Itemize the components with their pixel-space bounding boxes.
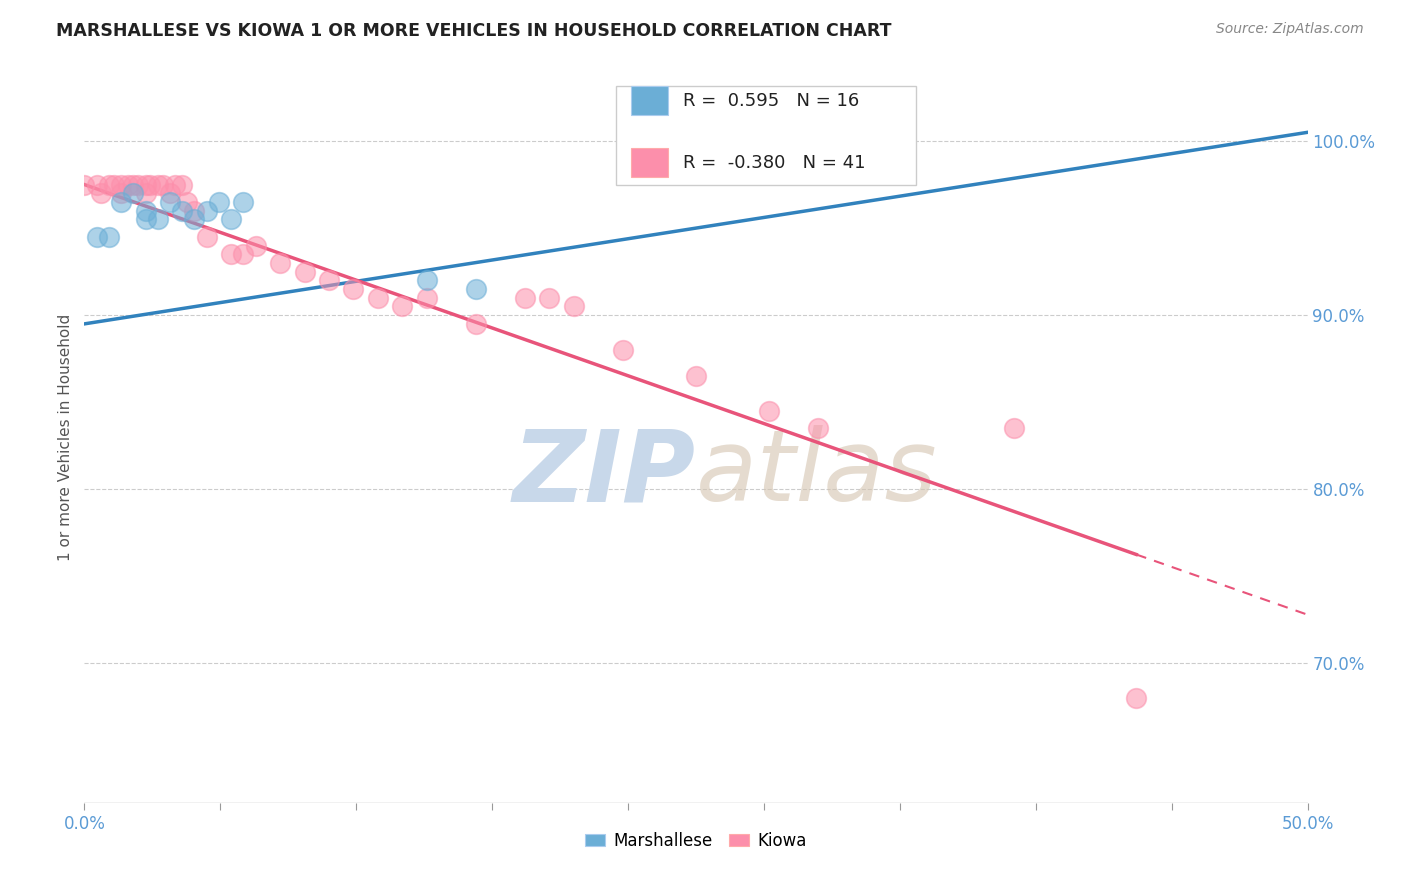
Text: Source: ZipAtlas.com: Source: ZipAtlas.com	[1216, 22, 1364, 37]
Point	[163, 178, 186, 192]
Text: R =  0.595   N = 16: R = 0.595 N = 16	[682, 92, 859, 110]
Point	[90, 186, 112, 201]
Point	[245, 238, 267, 252]
Point	[219, 247, 242, 261]
Point	[152, 178, 174, 192]
Point	[195, 229, 218, 244]
Point	[146, 212, 169, 227]
Point	[183, 203, 205, 218]
Point	[367, 291, 389, 305]
Point	[110, 178, 132, 192]
Point	[758, 404, 780, 418]
Point	[122, 186, 145, 201]
Point	[562, 300, 585, 314]
Point	[146, 178, 169, 192]
Point	[97, 178, 120, 192]
Point	[269, 256, 291, 270]
Point	[135, 203, 157, 218]
Point	[232, 247, 254, 261]
Point	[135, 212, 157, 227]
Point	[807, 421, 830, 435]
Point	[172, 203, 194, 218]
Point	[416, 291, 439, 305]
Point	[318, 273, 340, 287]
Point	[195, 203, 218, 218]
Point	[110, 186, 132, 201]
Point	[513, 291, 536, 305]
Text: ZIP: ZIP	[513, 425, 696, 522]
Point	[219, 212, 242, 227]
FancyBboxPatch shape	[631, 86, 668, 115]
Point	[176, 194, 198, 209]
Point	[172, 178, 194, 192]
FancyBboxPatch shape	[631, 148, 668, 178]
Point	[232, 194, 254, 209]
Point	[86, 178, 108, 192]
Point	[86, 229, 108, 244]
Point	[612, 343, 634, 357]
Point	[294, 265, 316, 279]
Point	[73, 178, 96, 192]
Text: MARSHALLESE VS KIOWA 1 OR MORE VEHICLES IN HOUSEHOLD CORRELATION CHART: MARSHALLESE VS KIOWA 1 OR MORE VEHICLES …	[56, 22, 891, 40]
Point	[464, 282, 486, 296]
Point	[208, 194, 231, 209]
Point	[159, 186, 181, 201]
Point	[1125, 691, 1147, 706]
Point	[127, 178, 149, 192]
Point	[183, 212, 205, 227]
Point	[135, 186, 157, 201]
Point	[416, 273, 439, 287]
Point	[464, 317, 486, 331]
Point	[1002, 421, 1025, 435]
Text: atlas: atlas	[696, 425, 938, 522]
Point	[159, 194, 181, 209]
Point	[117, 178, 139, 192]
Legend: Marshallese, Kiowa: Marshallese, Kiowa	[578, 825, 814, 856]
Point	[122, 178, 145, 192]
Text: R =  -0.380   N = 41: R = -0.380 N = 41	[682, 153, 865, 172]
Point	[110, 194, 132, 209]
Point	[342, 282, 364, 296]
Point	[135, 178, 157, 192]
FancyBboxPatch shape	[616, 86, 917, 185]
Point	[139, 178, 162, 192]
Point	[391, 300, 413, 314]
Point	[538, 291, 561, 305]
Point	[97, 229, 120, 244]
Point	[685, 369, 707, 384]
Y-axis label: 1 or more Vehicles in Household: 1 or more Vehicles in Household	[58, 313, 73, 561]
Point	[103, 178, 125, 192]
